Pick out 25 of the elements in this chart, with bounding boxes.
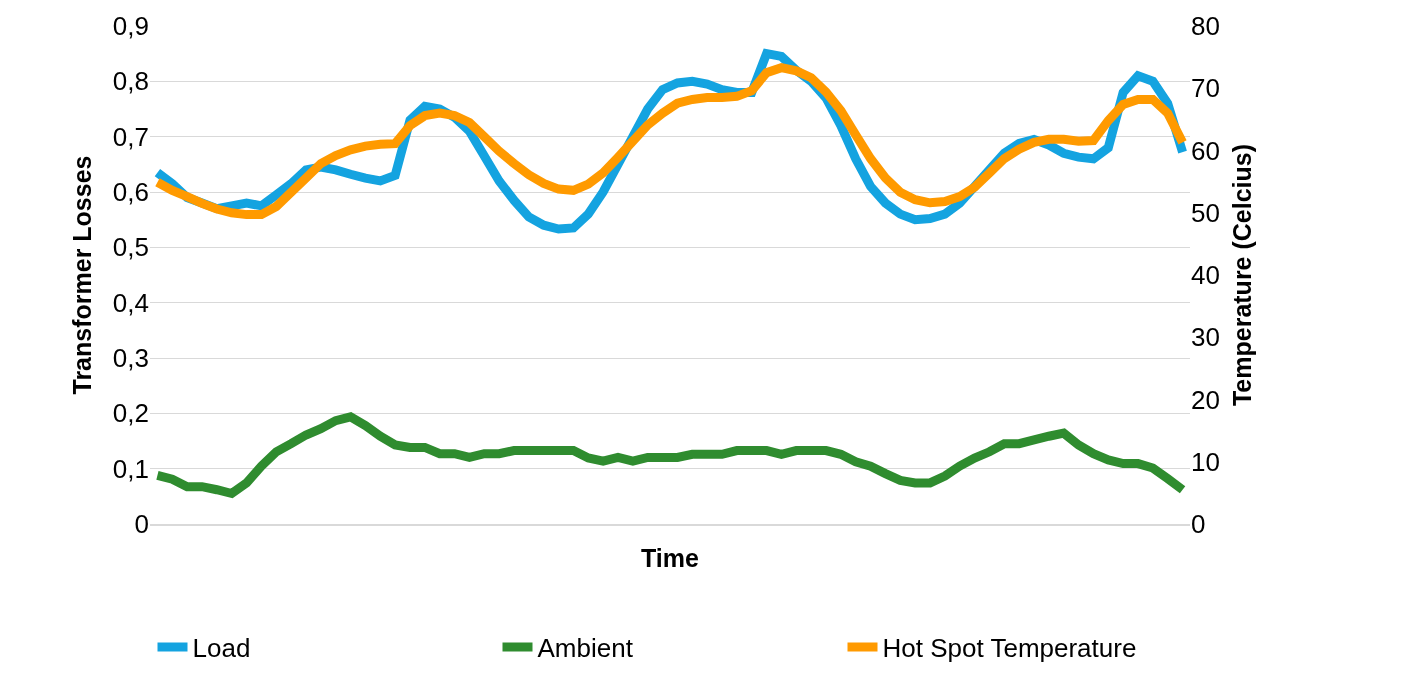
y-tick-label: 0,4 [112,287,149,318]
y2-tick-label: 70 [1191,73,1220,104]
y-tick-label: 0,5 [112,232,149,263]
y2-tick-label: 80 [1191,11,1220,42]
legend-label: Hot Spot Temperature [882,633,1137,664]
x-axis-title: Time [641,544,700,573]
y2-tick-label: 20 [1191,384,1220,415]
y-tick-label: 0,8 [112,66,149,97]
y2-tick-label: 60 [1191,135,1220,166]
legend-label: Load [192,633,251,664]
y-tick-label: 0,9 [112,11,149,42]
y-axis-title: Transformer Losses [67,155,96,395]
y2-tick-label: 40 [1191,260,1220,291]
y-tick-label: 0,7 [112,121,149,152]
y2-tick-label: 50 [1191,197,1220,228]
y-tick-label: 0,1 [112,453,149,484]
y2-tick-label: 30 [1191,322,1220,353]
y-tick-label: 0,2 [112,398,149,429]
y2-tick-label: 0 [1191,509,1206,540]
legend-label: Ambient [537,633,634,664]
y-tick-label: 0 [134,509,149,540]
y-tick-label: 0,6 [112,177,149,208]
y2-tick-label: 10 [1191,446,1220,477]
y-tick-label: 0,3 [112,343,149,374]
y2-axis-title: Temperature (Celcius) [1227,143,1256,407]
